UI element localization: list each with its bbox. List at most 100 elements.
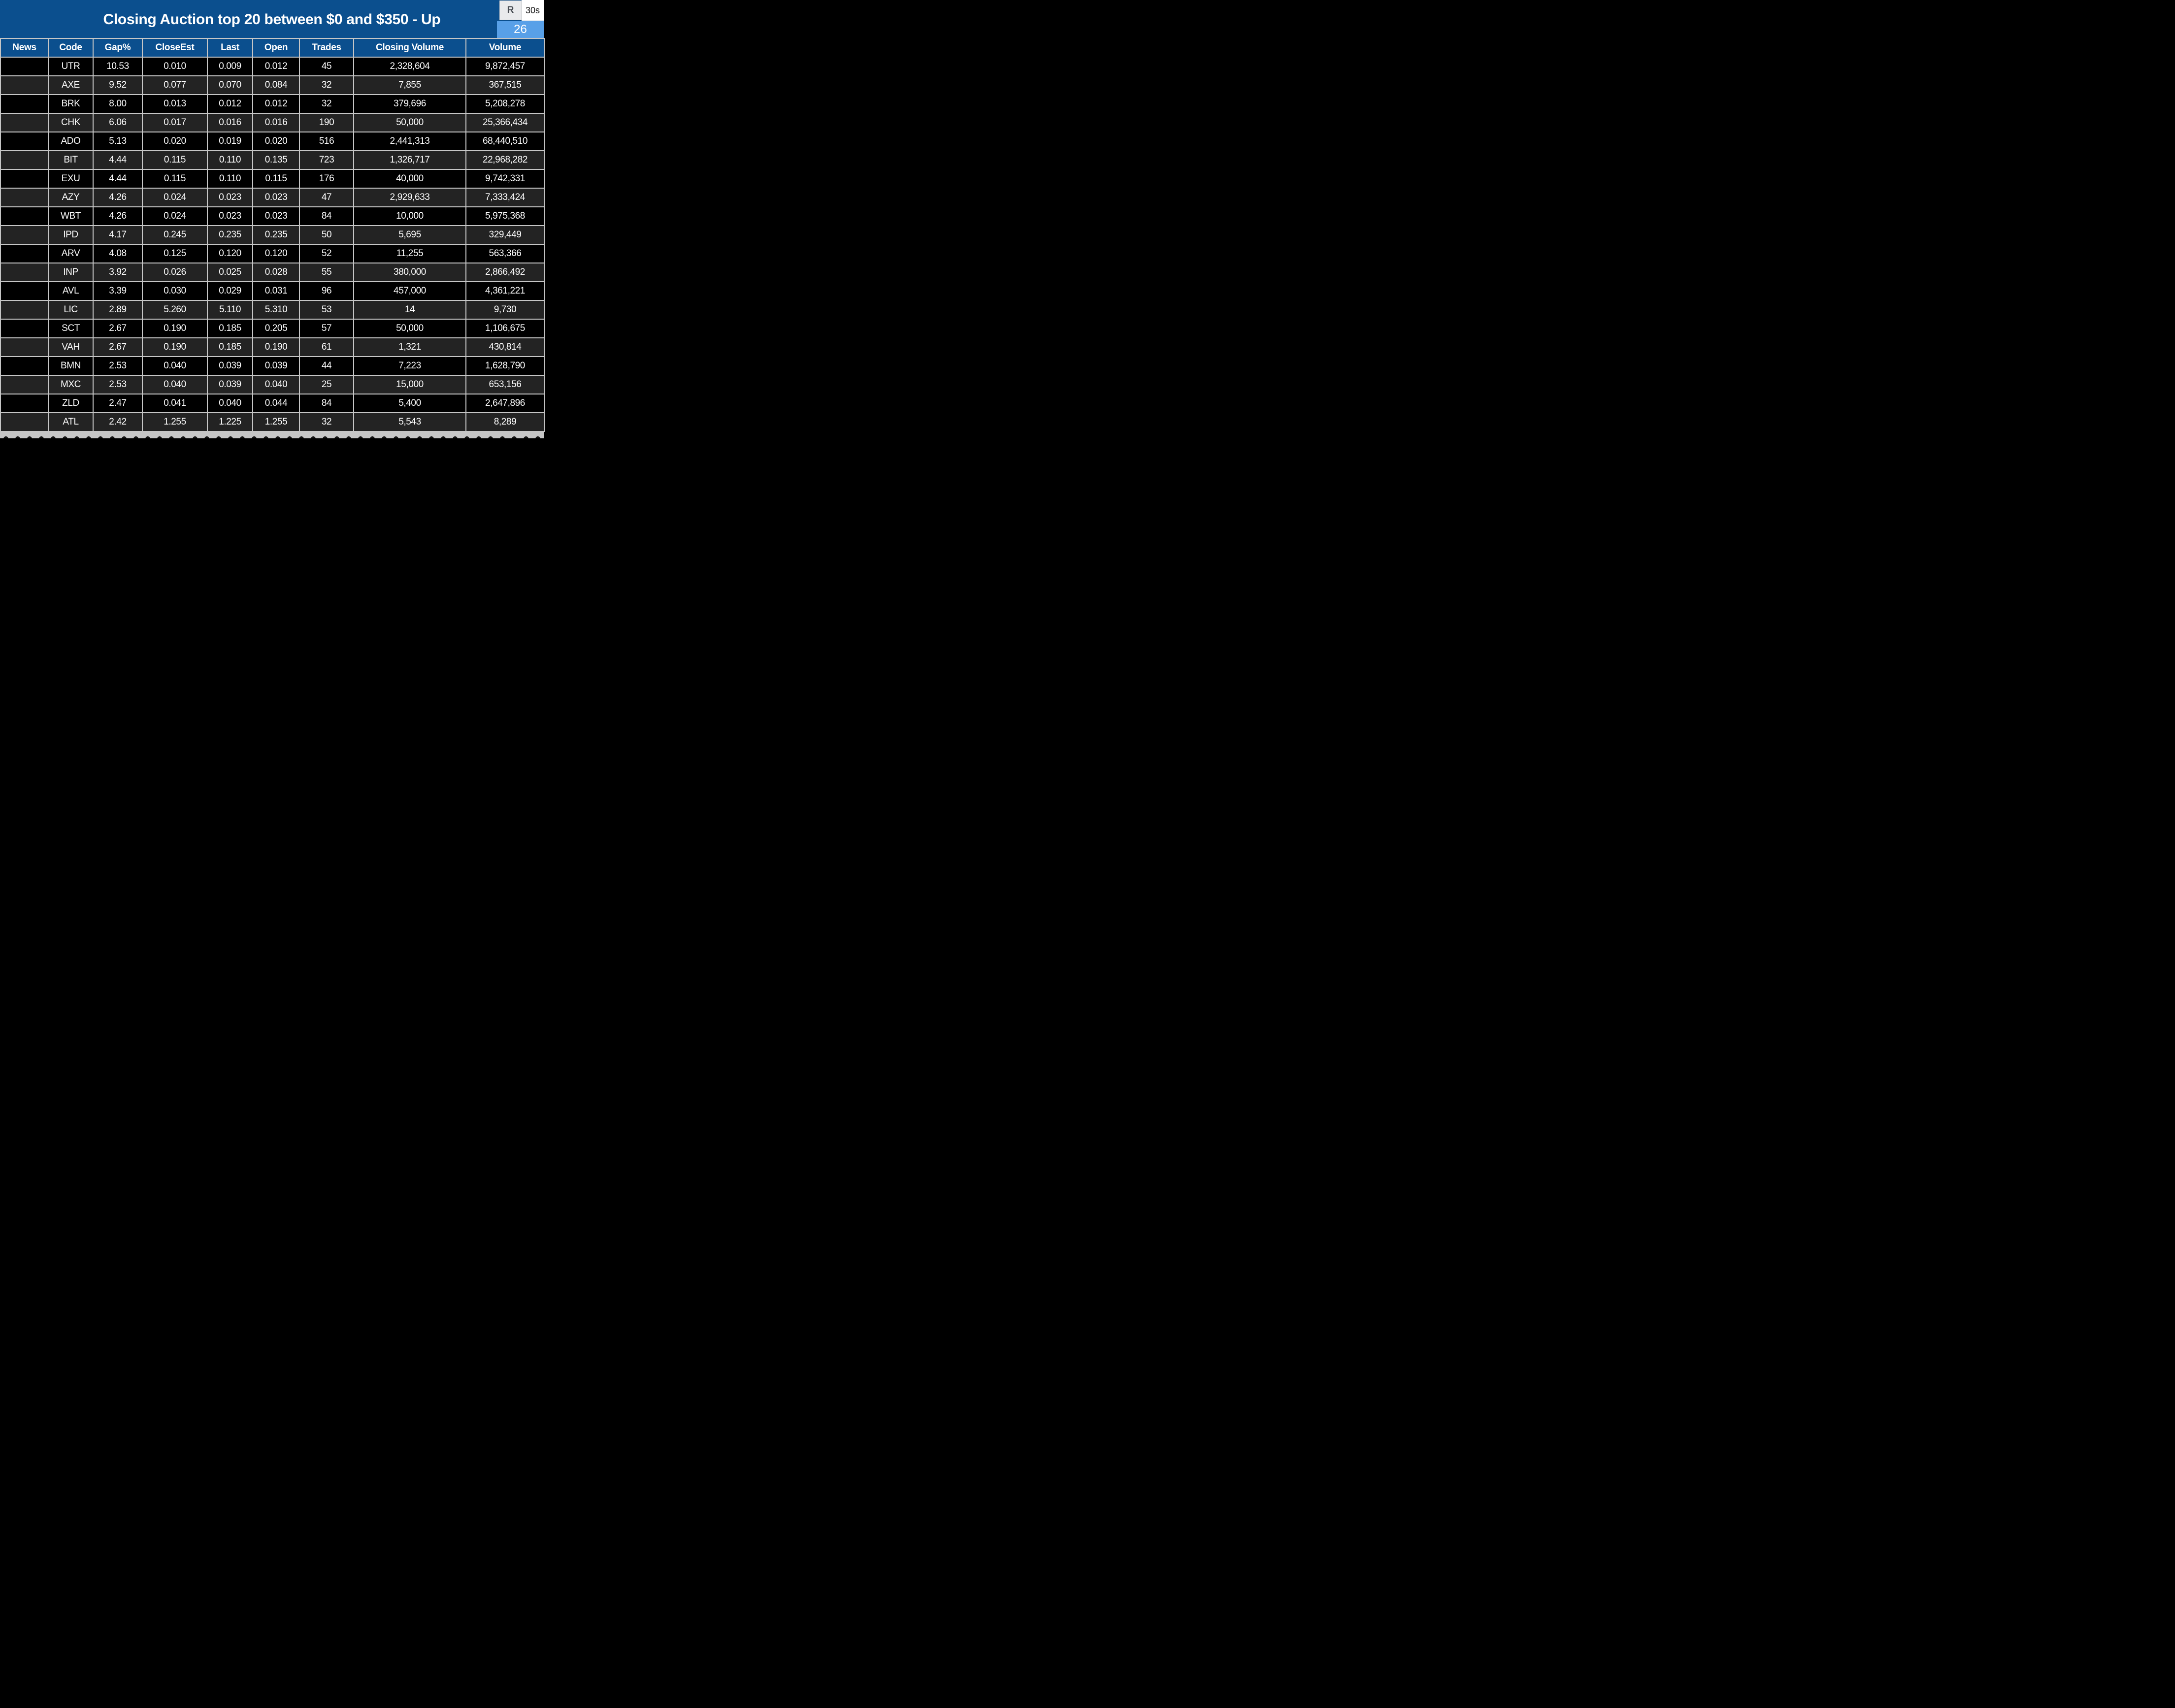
cell-open: 0.235 — [252, 225, 300, 245]
cell-closing-volume: 2,328,604 — [353, 57, 466, 76]
cell-code: BRK — [48, 94, 94, 114]
cell-closing-volume: 40,000 — [353, 169, 466, 189]
cell-closing-volume: 1,326,717 — [353, 150, 466, 170]
cell-news — [0, 150, 49, 170]
cell-close-est: 0.190 — [142, 319, 208, 338]
table-row[interactable]: ZLD 2.47 0.041 0.040 0.044 84 5,400 2,64… — [0, 394, 545, 413]
table-row[interactable]: ATL 2.42 1.255 1.225 1.255 32 5,543 8,28… — [0, 412, 545, 432]
cell-open: 0.115 — [252, 169, 300, 189]
countdown-badge: 26 — [497, 21, 544, 38]
cell-gap-pct: 4.08 — [93, 244, 143, 263]
cell-volume: 563,366 — [465, 244, 545, 263]
cell-trades: 84 — [299, 206, 354, 226]
cell-gap-pct: 2.53 — [93, 375, 143, 394]
cell-volume: 430,814 — [465, 337, 545, 357]
table-row[interactable]: IPD 4.17 0.245 0.235 0.235 50 5,695 329,… — [0, 225, 545, 245]
table-row[interactable]: VAH 2.67 0.190 0.185 0.190 61 1,321 430,… — [0, 337, 545, 357]
cell-trades: 32 — [299, 412, 354, 432]
col-header-open[interactable]: Open — [252, 38, 300, 58]
cell-news — [0, 225, 49, 245]
col-header-close-est[interactable]: CloseEst — [142, 38, 208, 58]
cell-last: 0.019 — [207, 131, 253, 151]
cell-last: 0.025 — [207, 263, 253, 282]
cell-news — [0, 375, 49, 394]
cell-close-est: 0.024 — [142, 206, 208, 226]
cell-news — [0, 394, 49, 413]
cell-open: 0.023 — [252, 188, 300, 207]
cell-closing-volume: 5,695 — [353, 225, 466, 245]
table-row[interactable]: BIT 4.44 0.115 0.110 0.135 723 1,326,717… — [0, 150, 545, 170]
col-header-last[interactable]: Last — [207, 38, 253, 58]
table-row[interactable]: INP 3.92 0.026 0.025 0.028 55 380,000 2,… — [0, 263, 545, 282]
table-row[interactable]: WBT 4.26 0.024 0.023 0.023 84 10,000 5,9… — [0, 206, 545, 226]
cell-closing-volume: 7,223 — [353, 356, 466, 376]
cell-volume: 5,208,278 — [465, 94, 545, 114]
cell-gap-pct: 4.26 — [93, 206, 143, 226]
cell-trades: 44 — [299, 356, 354, 376]
cell-open: 0.120 — [252, 244, 300, 263]
table-row[interactable]: ADO 5.13 0.020 0.019 0.020 516 2,441,313… — [0, 131, 545, 151]
cell-last: 0.039 — [207, 375, 253, 394]
cell-close-est: 0.020 — [142, 131, 208, 151]
cell-last: 0.185 — [207, 337, 253, 357]
table-row[interactable]: UTR 10.53 0.010 0.009 0.012 45 2,328,604… — [0, 57, 545, 76]
table-row[interactable]: AXE 9.52 0.077 0.070 0.084 32 7,855 367,… — [0, 75, 545, 95]
refresh-interval-label[interactable]: 30s — [522, 0, 544, 21]
cell-open: 0.028 — [252, 263, 300, 282]
cell-gap-pct: 9.52 — [93, 75, 143, 95]
cell-last: 0.029 — [207, 281, 253, 301]
table-row[interactable]: EXU 4.44 0.115 0.110 0.115 176 40,000 9,… — [0, 169, 545, 189]
cell-news — [0, 57, 49, 76]
cell-open: 0.039 — [252, 356, 300, 376]
cell-code: AZY — [48, 188, 94, 207]
cell-gap-pct: 4.44 — [93, 169, 143, 189]
cell-volume: 5,975,368 — [465, 206, 545, 226]
cell-volume: 9,730 — [465, 300, 545, 320]
refresh-button[interactable]: R — [499, 0, 522, 20]
cell-code: LIC — [48, 300, 94, 320]
table-row[interactable]: LIC 2.89 5.260 5.110 5.310 53 14 9,730 — [0, 300, 545, 320]
cell-closing-volume: 50,000 — [353, 113, 466, 132]
cell-code: EXU — [48, 169, 94, 189]
table-row[interactable]: BRK 8.00 0.013 0.012 0.012 32 379,696 5,… — [0, 94, 545, 114]
cell-closing-volume: 1,321 — [353, 337, 466, 357]
col-header-news[interactable]: News — [0, 38, 49, 58]
cell-close-est: 0.125 — [142, 244, 208, 263]
cell-open: 0.023 — [252, 206, 300, 226]
table-row[interactable]: BMN 2.53 0.040 0.039 0.039 44 7,223 1,62… — [0, 356, 545, 376]
cell-closing-volume: 14 — [353, 300, 466, 320]
cell-close-est: 0.017 — [142, 113, 208, 132]
cell-trades: 52 — [299, 244, 354, 263]
cell-last: 0.110 — [207, 150, 253, 170]
table-row[interactable]: CHK 6.06 0.017 0.016 0.016 190 50,000 25… — [0, 113, 545, 132]
cell-news — [0, 206, 49, 226]
table-row[interactable]: AZY 4.26 0.024 0.023 0.023 47 2,929,633 … — [0, 188, 545, 207]
cell-close-est: 5.260 — [142, 300, 208, 320]
col-header-gap-pct[interactable]: Gap% — [93, 38, 143, 58]
cell-open: 0.012 — [252, 57, 300, 76]
cell-last: 1.225 — [207, 412, 253, 432]
cell-trades: 57 — [299, 319, 354, 338]
cell-code: IPD — [48, 225, 94, 245]
table-row[interactable]: MXC 2.53 0.040 0.039 0.040 25 15,000 653… — [0, 375, 545, 394]
cell-code: AXE — [48, 75, 94, 95]
cell-close-est: 0.245 — [142, 225, 208, 245]
table-row[interactable]: SCT 2.67 0.190 0.185 0.205 57 50,000 1,1… — [0, 319, 545, 338]
cell-close-est: 0.013 — [142, 94, 208, 114]
cell-news — [0, 94, 49, 114]
table-row[interactable]: ARV 4.08 0.125 0.120 0.120 52 11,255 563… — [0, 244, 545, 263]
table-row[interactable]: AVL 3.39 0.030 0.029 0.031 96 457,000 4,… — [0, 281, 545, 301]
col-header-trades[interactable]: Trades — [299, 38, 354, 58]
cell-open: 0.205 — [252, 319, 300, 338]
cell-code: ADO — [48, 131, 94, 151]
cell-closing-volume: 457,000 — [353, 281, 466, 301]
col-header-code[interactable]: Code — [48, 38, 94, 58]
col-header-closing-volume[interactable]: Closing Volume — [353, 38, 466, 58]
cell-close-est: 0.010 — [142, 57, 208, 76]
cell-gap-pct: 2.47 — [93, 394, 143, 413]
cell-open: 0.031 — [252, 281, 300, 301]
col-header-volume[interactable]: Volume — [465, 38, 545, 58]
cell-volume: 1,106,675 — [465, 319, 545, 338]
cell-news — [0, 356, 49, 376]
cell-gap-pct: 2.67 — [93, 337, 143, 357]
